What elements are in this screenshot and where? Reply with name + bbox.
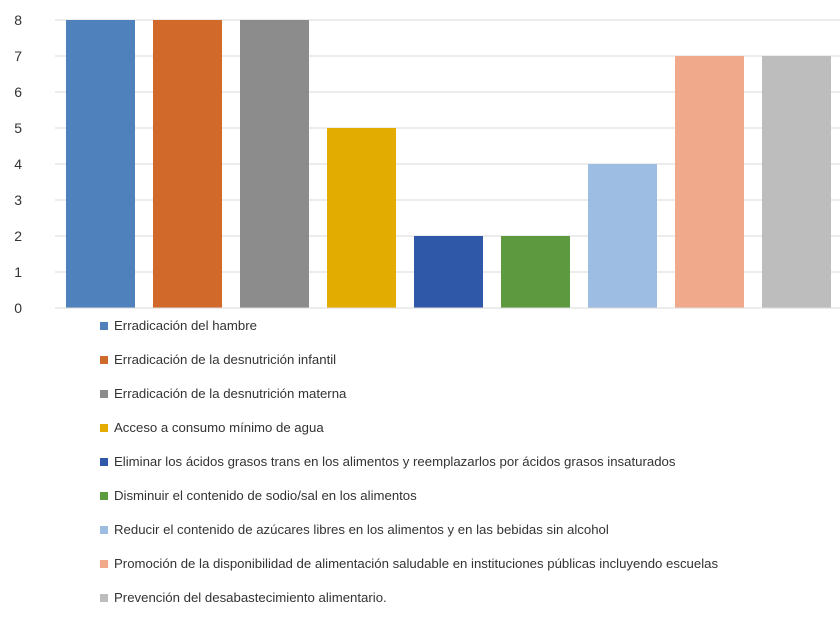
legend-label: Reducir el contenido de azúcares libres … (114, 522, 609, 537)
legend-swatch (100, 594, 108, 602)
legend-label: Eliminar los ácidos grasos trans en los … (114, 454, 676, 469)
legend-swatch (100, 458, 108, 466)
legend-item: Promoción de la disponibilidad de alimen… (100, 556, 718, 590)
legend-item: Reducir el contenido de azúcares libres … (100, 522, 718, 556)
y-tick-label: 4 (14, 156, 22, 172)
y-tick-label: 1 (14, 264, 22, 280)
y-tick-label: 6 (14, 84, 22, 100)
bar-4 (327, 128, 396, 308)
legend-item: Eliminar los ácidos grasos trans en los … (100, 454, 718, 488)
legend-swatch (100, 390, 108, 398)
bar-3 (240, 20, 309, 308)
legend-item: Disminuir el contenido de sodio/sal en l… (100, 488, 718, 522)
bar-9 (762, 56, 831, 308)
legend-item: Erradicación del hambre (100, 318, 718, 352)
y-tick-label: 7 (14, 48, 22, 64)
legend-swatch (100, 560, 108, 568)
y-tick-label: 2 (14, 228, 22, 244)
legend-swatch (100, 492, 108, 500)
bar-7 (588, 164, 657, 308)
chart-legend: Erradicación del hambre Erradicación de l… (100, 318, 718, 624)
legend-label: Acceso a consumo mínimo de agua (114, 420, 324, 435)
legend-swatch (100, 322, 108, 330)
legend-label: Erradicación de la desnutrición materna (114, 386, 347, 401)
bar-chart: 0 1 2 3 4 5 6 7 8 (14, 12, 840, 316)
legend-label: Prevención del desabastecimiento aliment… (114, 590, 387, 605)
legend-label: Disminuir el contenido de sodio/sal en l… (114, 488, 417, 503)
legend-label: Erradicación del hambre (114, 318, 257, 333)
legend-item: Prevención del desabastecimiento aliment… (100, 590, 718, 624)
y-tick-label: 3 (14, 192, 22, 208)
legend-swatch (100, 356, 108, 364)
bars (66, 20, 831, 308)
legend-label: Promoción de la disponibilidad de alimen… (114, 556, 719, 571)
legend-item: Erradicación de la desnutrición materna (100, 386, 718, 420)
y-tick-label: 5 (14, 120, 22, 136)
bar-2 (153, 20, 222, 308)
legend-swatch (100, 526, 108, 534)
legend-item: Acceso a consumo mínimo de agua (100, 420, 718, 454)
legend-label: Erradicación de la desnutrición infantil (114, 352, 337, 367)
bar-1 (66, 20, 135, 308)
bar-5 (414, 236, 483, 308)
bar-8 (675, 56, 744, 308)
legend-item: Erradicación de la desnutrición infantil (100, 352, 718, 386)
y-axis-tick-labels: 0 1 2 3 4 5 6 7 8 (14, 12, 22, 316)
y-tick-label: 0 (14, 300, 22, 316)
bar-6 (501, 236, 570, 308)
legend-swatch (100, 424, 108, 432)
y-tick-label: 8 (14, 12, 22, 28)
